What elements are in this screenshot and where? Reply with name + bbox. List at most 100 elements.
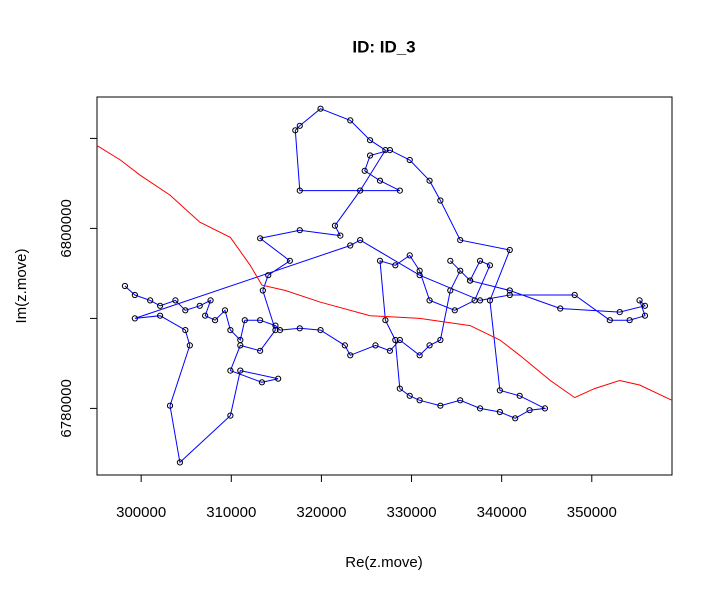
x-tick-label: 310000 (206, 504, 256, 521)
point (437, 336, 444, 344)
point (347, 352, 354, 359)
point (641, 312, 649, 319)
point (476, 297, 484, 304)
point (506, 246, 513, 254)
point (486, 297, 494, 304)
point (557, 305, 564, 312)
point (237, 367, 244, 374)
point (286, 257, 293, 264)
chart-title: ID: ID_3 (352, 37, 415, 56)
point (131, 315, 138, 322)
point (196, 302, 203, 309)
point (265, 272, 272, 279)
point (386, 147, 394, 154)
point (426, 297, 433, 304)
x-tick-label: 350000 (567, 504, 617, 521)
point (416, 272, 423, 279)
point (467, 277, 474, 284)
point (392, 336, 399, 344)
point (406, 156, 413, 164)
point (376, 257, 384, 264)
point (426, 177, 433, 184)
point (616, 309, 623, 316)
point (457, 237, 464, 244)
point (258, 379, 266, 386)
point (257, 317, 264, 324)
point (156, 312, 164, 319)
x-tick-label: 320000 (296, 504, 346, 521)
point (437, 197, 444, 204)
point (272, 322, 279, 329)
point (516, 392, 523, 399)
point (416, 397, 423, 404)
x-tick-label: 340000 (477, 504, 527, 521)
point (476, 405, 484, 412)
point (121, 282, 129, 290)
plot-frame (96, 96, 673, 476)
point (526, 407, 533, 414)
point (451, 307, 458, 314)
point (331, 222, 339, 229)
point (182, 327, 189, 334)
point (396, 385, 403, 392)
point (341, 342, 348, 349)
x-tick-label: 300000 (116, 504, 166, 521)
point (296, 325, 303, 332)
point (437, 402, 444, 409)
point (606, 317, 613, 324)
point (131, 291, 138, 299)
point (382, 147, 389, 154)
point (396, 336, 403, 344)
point (457, 267, 464, 274)
y-tick-label: 6780000 (58, 379, 75, 437)
point (376, 177, 384, 184)
point (296, 122, 303, 129)
point (221, 307, 229, 314)
point (382, 317, 389, 324)
point (207, 297, 214, 304)
point (626, 317, 633, 324)
point (272, 327, 279, 334)
series-line (96, 145, 673, 401)
point (416, 267, 423, 274)
point (506, 291, 513, 299)
point (259, 287, 266, 294)
point (182, 307, 189, 314)
point (237, 342, 244, 349)
point (292, 127, 299, 134)
point (357, 187, 364, 194)
point (317, 327, 324, 334)
point (156, 302, 164, 309)
point (406, 392, 413, 399)
point (257, 235, 264, 242)
point (426, 342, 433, 349)
point (486, 262, 494, 269)
x-axis-label: Re(z.move) (345, 554, 423, 571)
point (496, 387, 503, 394)
point (361, 167, 368, 174)
series-line (124, 108, 646, 464)
point (512, 415, 519, 422)
point (396, 187, 403, 194)
point (347, 117, 354, 124)
point (386, 347, 394, 354)
y-axis-label: Im(z.move) (13, 248, 30, 323)
point (211, 317, 219, 324)
point (406, 252, 413, 259)
point (366, 137, 374, 144)
point (392, 262, 399, 269)
point (166, 402, 174, 409)
point (496, 408, 503, 416)
point (227, 367, 234, 374)
point (416, 352, 423, 359)
point (257, 347, 264, 354)
point (241, 317, 248, 324)
point (347, 242, 354, 249)
point (372, 342, 379, 349)
point (357, 237, 364, 244)
point (636, 297, 643, 304)
point (337, 232, 344, 239)
point (476, 257, 484, 264)
point (275, 375, 282, 382)
